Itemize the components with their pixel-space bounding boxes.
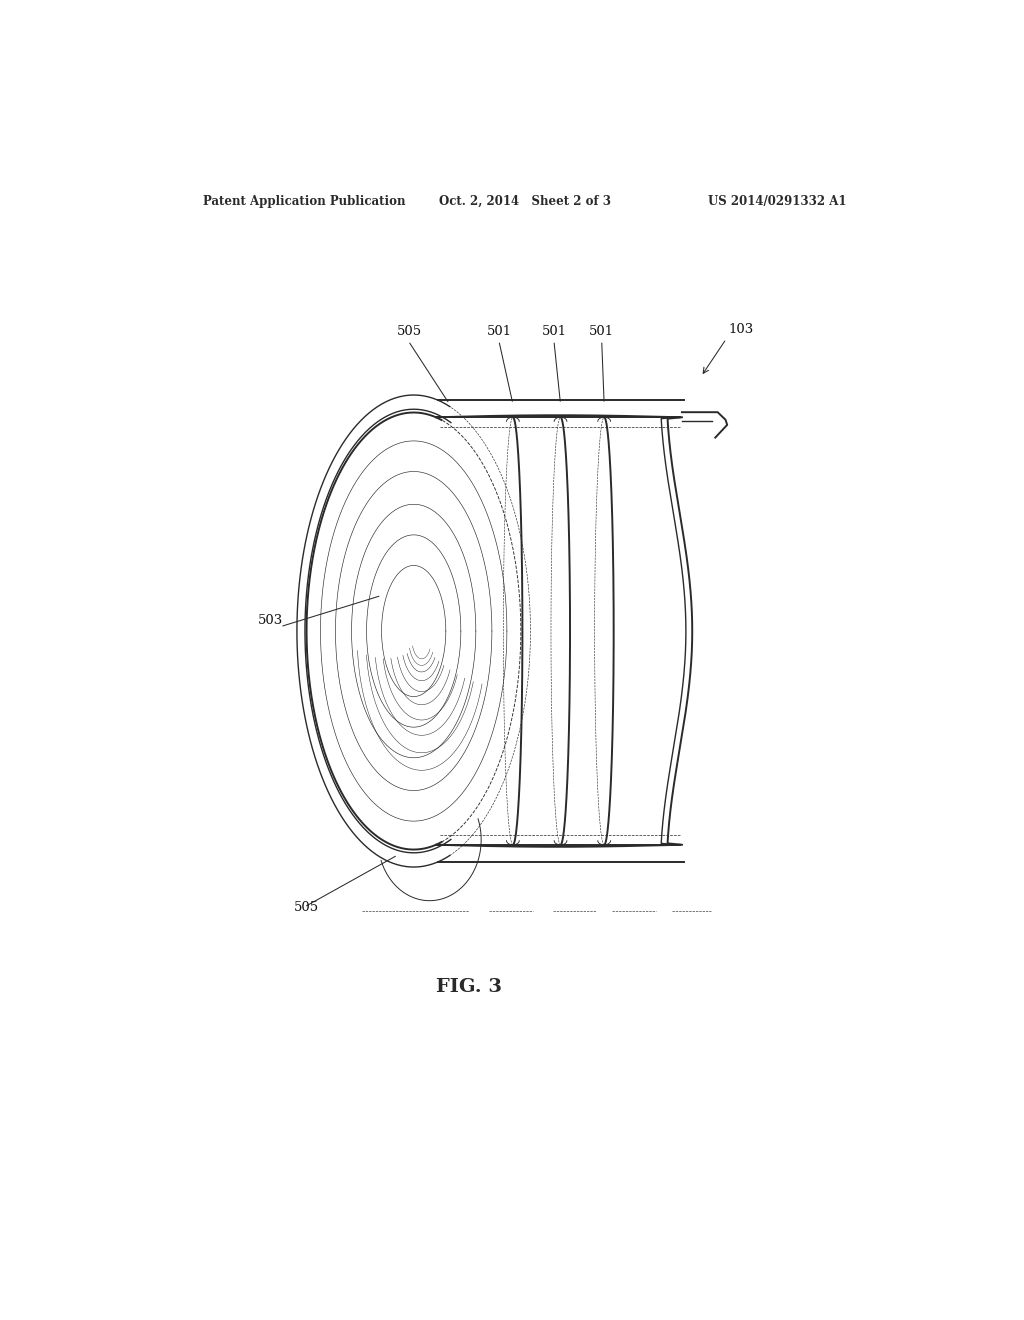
Text: 103: 103 [729, 323, 754, 337]
Text: FIG. 3: FIG. 3 [436, 978, 502, 995]
Text: 501: 501 [486, 325, 512, 338]
Text: 501: 501 [542, 325, 566, 338]
Text: Patent Application Publication: Patent Application Publication [204, 195, 406, 209]
Text: 505: 505 [397, 325, 422, 338]
Text: 501: 501 [589, 325, 614, 338]
Text: Oct. 2, 2014   Sheet 2 of 3: Oct. 2, 2014 Sheet 2 of 3 [439, 195, 610, 209]
Text: US 2014/0291332 A1: US 2014/0291332 A1 [708, 195, 846, 209]
Text: 503: 503 [257, 614, 283, 627]
Text: 505: 505 [294, 900, 319, 913]
